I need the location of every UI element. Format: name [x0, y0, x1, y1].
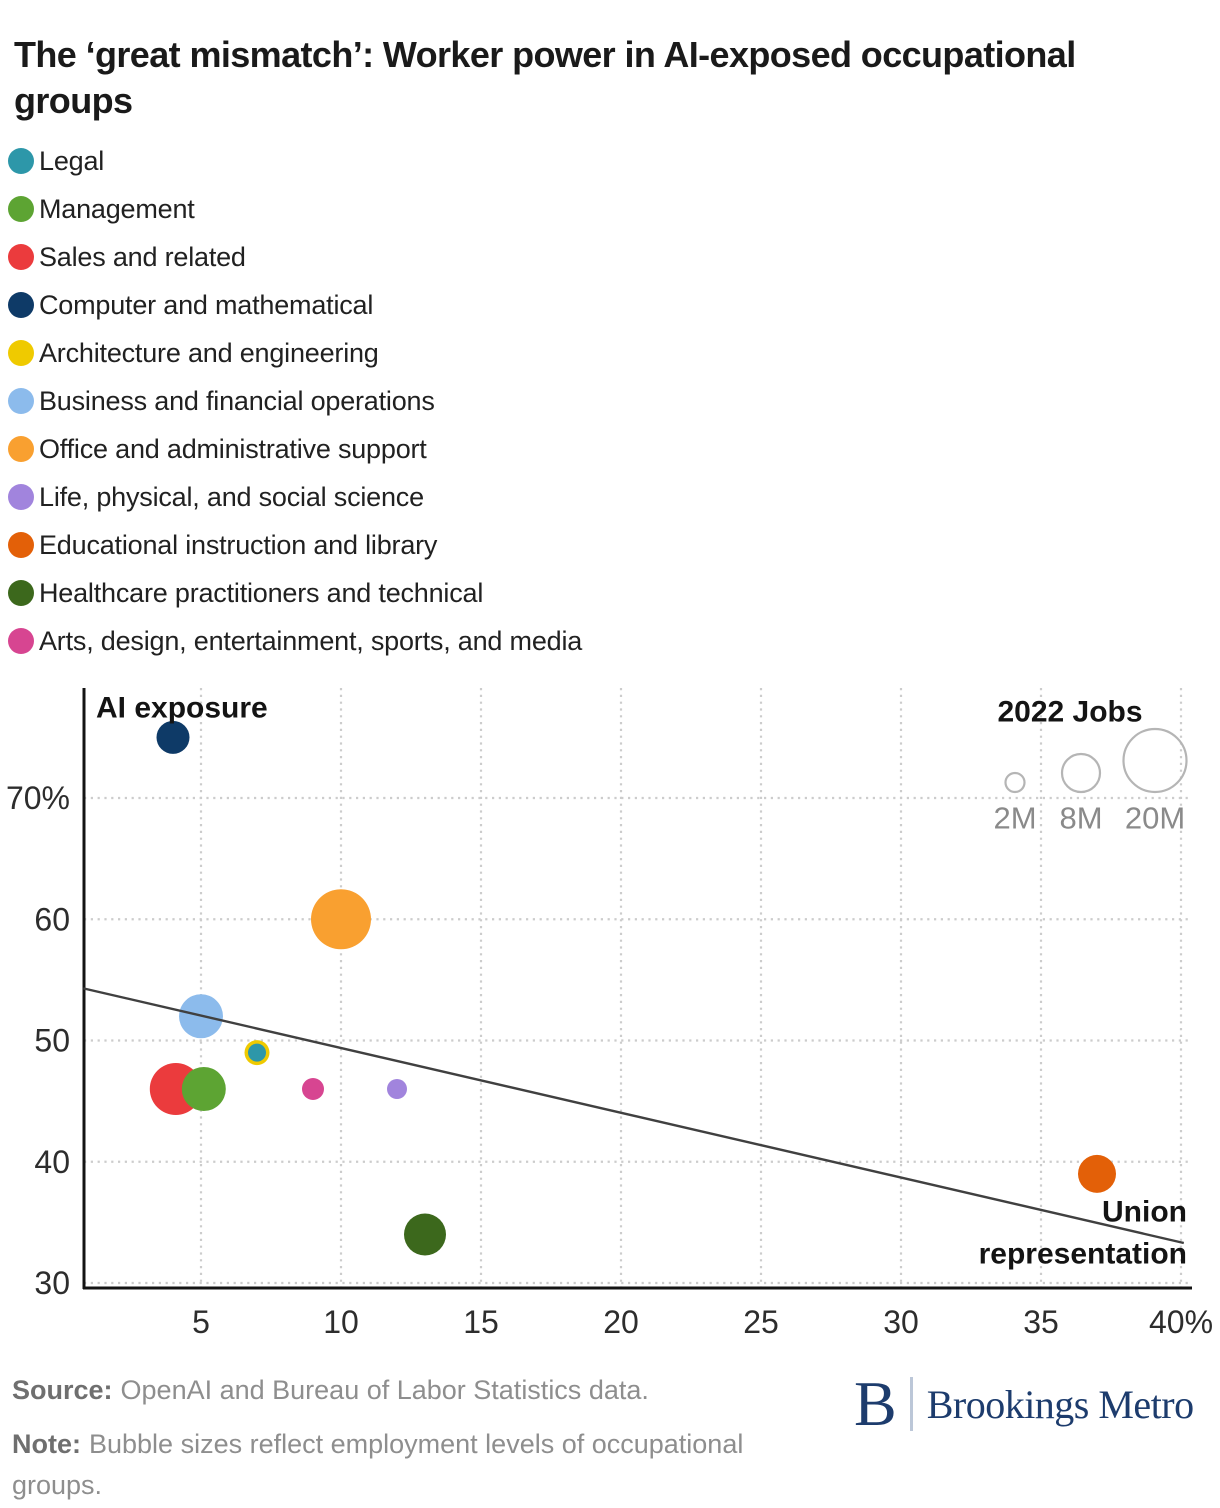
x-tick-label-25: 25	[743, 1304, 779, 1340]
legend-dot-icon	[8, 388, 34, 414]
size-legend-circle-20M	[1122, 727, 1188, 794]
brookings-metro-wordmark: Brookings Metro	[926, 1381, 1194, 1427]
x-tick-label-40: 40%	[1149, 1304, 1213, 1340]
bubble-management	[181, 1067, 226, 1111]
legend-item-arts-design-entertainment-sports-and-media: Arts, design, entertainment, sports, and…	[8, 617, 582, 665]
legend-label: Healthcare practitioners and technical	[39, 577, 484, 608]
legend-dot-icon	[8, 628, 34, 654]
legend-item-educational-instruction-and-library: Educational instruction and library	[8, 521, 582, 569]
page-title: The ‘great mismatch’: Worker power in AI…	[14, 34, 1076, 122]
legend-dot-icon	[8, 244, 34, 270]
union-representation-axis-label: Union	[1102, 1196, 1187, 1229]
x-tick-label-30: 30	[883, 1304, 919, 1340]
legend-label: Sales and related	[39, 241, 246, 272]
legend-item-management: Management	[8, 185, 582, 233]
legend-item-business-and-financial-operations: Business and financial operations	[8, 377, 582, 425]
note-label: Note:	[12, 1429, 81, 1459]
bubble-legal	[248, 1043, 266, 1062]
legend-item-legal: Legal	[8, 137, 582, 185]
legend-item-architecture-and-engineering: Architecture and engineering	[8, 329, 582, 377]
source-label: Source:	[12, 1375, 113, 1405]
y-tick-label-40: 40	[34, 1144, 70, 1180]
legend-dot-icon	[8, 196, 34, 222]
y-tick-label-60: 60	[34, 901, 70, 937]
legend-label: Arts, design, entertainment, sports, and…	[39, 625, 583, 656]
logo-divider	[909, 1377, 913, 1431]
union-representation-axis-label: representation	[979, 1238, 1187, 1271]
legend-dot-icon	[8, 148, 34, 174]
legend-label: Legal	[39, 145, 105, 176]
size-legend-label-8M: 8M	[1059, 801, 1102, 836]
x-tick-label-15: 15	[463, 1304, 499, 1340]
legend-dot-icon	[8, 580, 34, 606]
size-legend-label-2M: 2M	[993, 801, 1036, 836]
x-tick-label-5: 5	[192, 1304, 210, 1340]
y-tick-label-70: 70%	[6, 780, 70, 816]
ai-exposure-axis-label: AI exposure	[96, 692, 268, 725]
bubble-healthcare-practitioners-and-technical	[404, 1213, 446, 1256]
size-legend-circle-8M	[1060, 752, 1102, 794]
bubble-arts-design-entertainment-sports-and-media	[302, 1078, 324, 1100]
source-text: OpenAI and Bureau of Labor Statistics da…	[120, 1375, 649, 1405]
legend-label: Life, physical, and social science	[39, 481, 424, 512]
bubble-educational-instruction-and-library	[1078, 1154, 1116, 1193]
legend-item-sales-and-related: Sales and related	[8, 233, 582, 281]
bubble-life-physical-and-social-science	[387, 1079, 407, 1099]
legend-dot-icon	[8, 340, 34, 366]
y-tick-label-50: 50	[34, 1023, 70, 1059]
legend-label: Business and financial operations	[39, 385, 435, 416]
trend-line	[83, 987, 1185, 1245]
legend-item-healthcare-practitioners-and-technical: Healthcare practitioners and technical	[8, 569, 582, 617]
note-text: Bubble sizes reflect employment levels o…	[12, 1429, 744, 1500]
legend-label: Computer and mathematical	[39, 289, 374, 320]
y-tick-label-30: 30	[34, 1265, 70, 1301]
size-legend-circle-2M	[1004, 771, 1026, 794]
note-line: Note: Bubble sizes reflect employment lev…	[12, 1424, 812, 1505]
size-legend-label-20M: 20M	[1125, 801, 1185, 836]
legend-dot-icon	[8, 484, 34, 510]
legend-label: Architecture and engineering	[39, 337, 379, 368]
size-legend-title: 2022 Jobs	[997, 696, 1142, 729]
legend-dot-icon	[8, 436, 34, 462]
x-tick-label-10: 10	[323, 1304, 359, 1340]
source-line: Source: OpenAI and Bureau of Labor Statis…	[12, 1370, 832, 1411]
legend-label: Office and administrative support	[39, 433, 427, 464]
legend-item-office-and-administrative-support: Office and administrative support	[8, 425, 582, 473]
legend: Legal Management Sales and related Computer…	[8, 137, 582, 665]
brookings-b-mark: B	[854, 1368, 897, 1439]
x-tick-label-20: 20	[603, 1304, 639, 1340]
brookings-metro-logo: B Brookings Metro	[854, 1372, 1194, 1436]
legend-label: Educational instruction and library	[39, 529, 438, 560]
legend-label: Management	[39, 193, 195, 224]
legend-dot-icon	[8, 292, 34, 318]
bubble-office-and-administrative-support	[311, 889, 371, 950]
legend-item-computer-and-mathematical: Computer and mathematical	[8, 281, 582, 329]
x-tick-label-35: 35	[1023, 1304, 1059, 1340]
legend-dot-icon	[8, 532, 34, 558]
bubble-computer-and-mathematical	[156, 720, 190, 754]
legend-item-life-physical-and-social-science: Life, physical, and social science	[8, 473, 582, 521]
